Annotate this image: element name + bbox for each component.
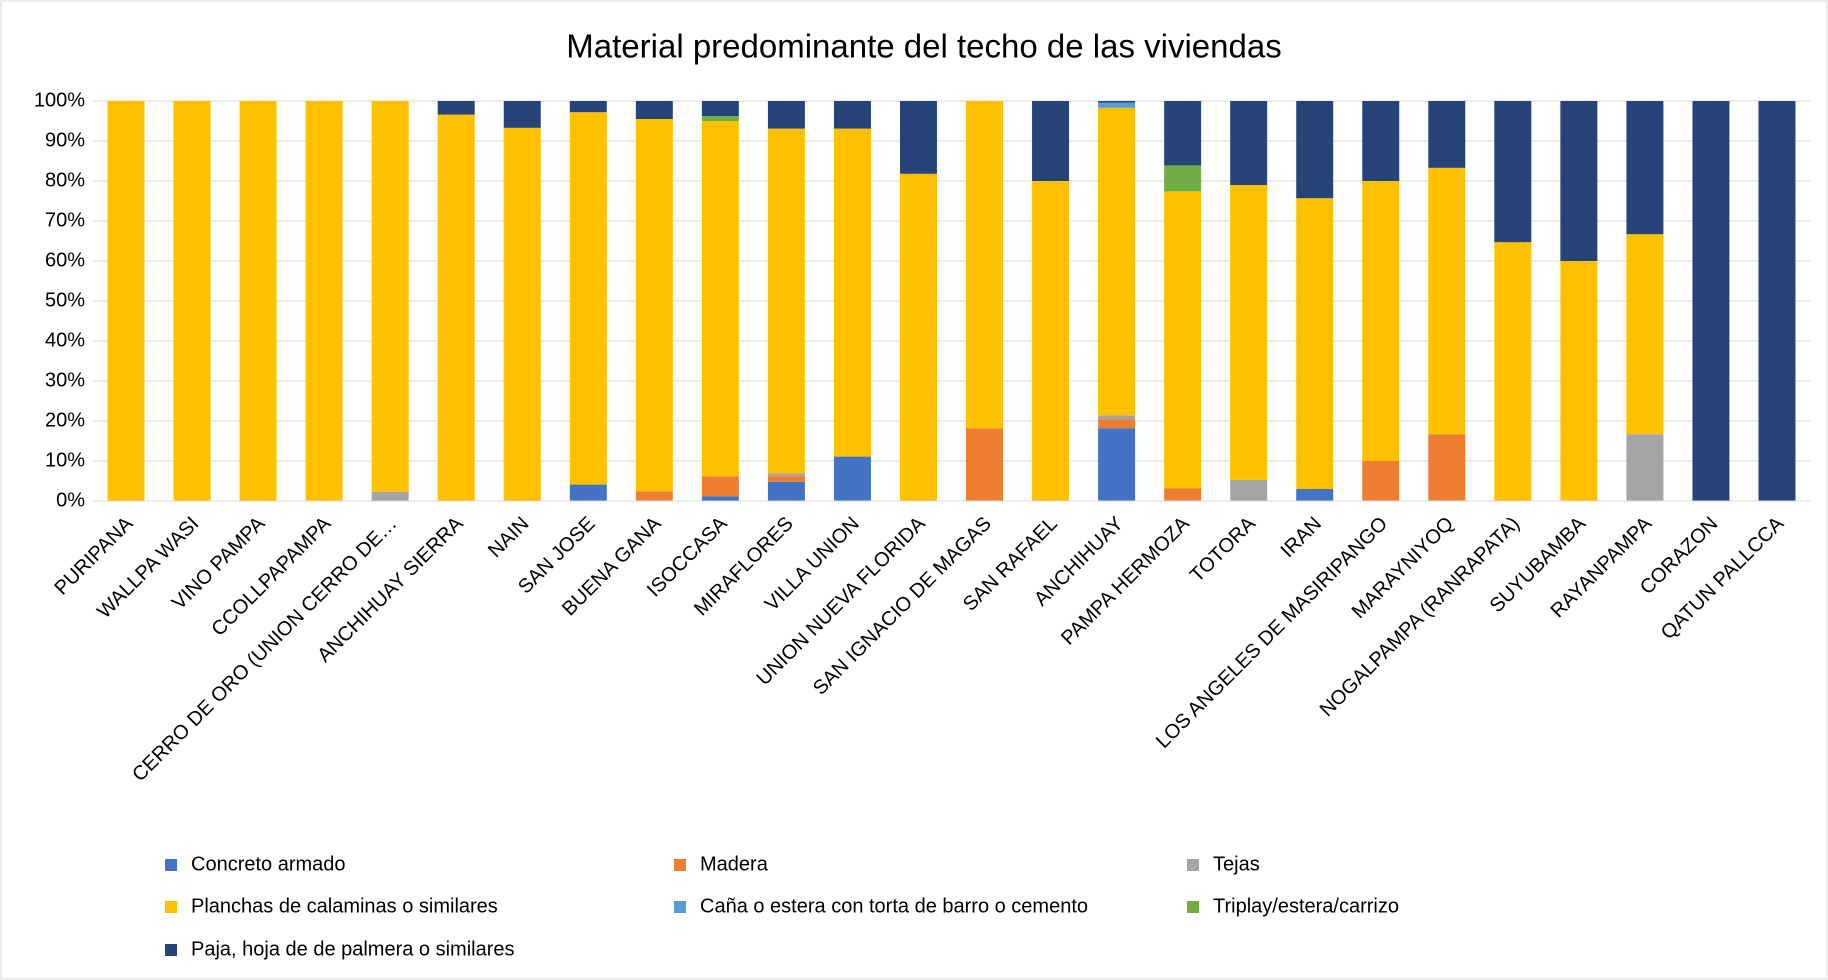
bar-segment: [1428, 167, 1466, 435]
bar-segment: [371, 101, 409, 492]
y-tick-label: 60%: [45, 249, 85, 271]
bar-segment: [1692, 101, 1730, 501]
bar-segment: [107, 101, 145, 501]
bar-segment: [1098, 107, 1136, 416]
chart-title: Material predominante del techo de las v…: [566, 28, 1281, 65]
bar-segment: [1560, 101, 1598, 261]
bar-segment: [1230, 101, 1268, 185]
legend-label: Planchas de calaminas o similares: [191, 895, 498, 917]
y-tick-label: 40%: [45, 329, 85, 351]
legend-marker: [1187, 859, 1199, 871]
bar-segment: [635, 119, 673, 492]
legend-marker: [165, 944, 177, 956]
y-tick-label: 10%: [45, 449, 85, 471]
bar-segment: [437, 114, 475, 501]
bar-segment: [1164, 488, 1202, 501]
bar-segment: [833, 101, 871, 129]
bar-segment: [1032, 101, 1070, 181]
bar-segment: [1362, 461, 1400, 501]
bar-segment: [899, 173, 937, 502]
legend-label: Caña o estera con torta de barro o cemen…: [700, 895, 1088, 917]
bar-segment: [1098, 419, 1136, 429]
bar-segment: [966, 428, 1004, 501]
bar-segment: [767, 128, 805, 474]
bar-segment: [899, 101, 937, 174]
bar-segment: [767, 473, 805, 477]
legend-label: Paja, hoja de de palmera o similares: [191, 938, 515, 960]
bar-segment: [701, 476, 739, 497]
bar-segment: [569, 484, 607, 501]
bar-segment: [437, 101, 475, 115]
bar-segment: [1230, 185, 1268, 480]
legend-label: Madera: [700, 853, 769, 875]
bar-segment: [767, 481, 805, 501]
bar-segment: [1296, 101, 1334, 199]
y-tick-label: 20%: [45, 409, 85, 431]
bar-segment: [767, 101, 805, 129]
bar-segment: [569, 112, 607, 485]
bar-segment: [1494, 101, 1532, 243]
bar-segment: [305, 101, 343, 501]
bar-segment: [1230, 479, 1268, 501]
y-tick-label: 30%: [45, 369, 85, 391]
bar-segment: [1428, 434, 1466, 501]
bar-segment: [1362, 101, 1400, 181]
bar-segment: [701, 496, 739, 501]
bar-segment: [1494, 242, 1532, 501]
y-tick-label: 90%: [45, 129, 85, 151]
legend-marker: [165, 901, 177, 913]
legend-marker: [1187, 901, 1199, 913]
bar-segment: [701, 101, 739, 117]
y-tick-label: 70%: [45, 209, 85, 231]
bar-segment: [701, 116, 739, 121]
y-tick-label: 80%: [45, 169, 85, 191]
bar-segment: [1164, 191, 1202, 489]
legend-label: Triplay/estera/carrizo: [1213, 895, 1399, 917]
legend-label: Tejas: [1213, 853, 1260, 875]
bar-segment: [371, 491, 409, 501]
bar-segment: [173, 101, 211, 501]
bar-segment: [569, 101, 607, 113]
bar-segment: [1560, 261, 1598, 501]
bar-segment: [1758, 101, 1796, 501]
legend-marker: [165, 859, 177, 871]
bar-segment: [1362, 181, 1400, 461]
bar-segment: [635, 491, 673, 501]
bar-segment: [1626, 434, 1664, 501]
bar-segment: [833, 128, 871, 457]
bar-segment: [1428, 101, 1466, 168]
bar-segment: [1098, 428, 1136, 501]
bar-segment: [1296, 489, 1334, 501]
bar-segment: [1098, 102, 1136, 108]
bar-segment: [1296, 198, 1334, 489]
bar-segment: [1164, 101, 1202, 166]
y-tick-label: 0%: [56, 489, 85, 511]
bar-segment: [966, 101, 1004, 429]
bar-segment: [701, 121, 739, 477]
bar-segment: [635, 101, 673, 119]
legend-marker: [674, 901, 686, 913]
bar-segment: [1098, 101, 1136, 103]
bar-segment: [833, 456, 871, 501]
legend-label: Concreto armado: [191, 853, 346, 875]
bar-segment: [767, 476, 805, 482]
y-tick-label: 100%: [34, 89, 85, 111]
legend-marker: [674, 859, 686, 871]
bar-segment: [1626, 234, 1664, 435]
y-tick-label: 50%: [45, 289, 85, 311]
bar-segment: [1098, 415, 1136, 420]
bar-segment: [1626, 101, 1664, 235]
bar-segment: [503, 101, 541, 128]
bar-segment: [239, 101, 277, 501]
bar-segment: [1164, 165, 1202, 192]
bar-segment: [1032, 181, 1070, 501]
bar-segment: [503, 127, 541, 502]
